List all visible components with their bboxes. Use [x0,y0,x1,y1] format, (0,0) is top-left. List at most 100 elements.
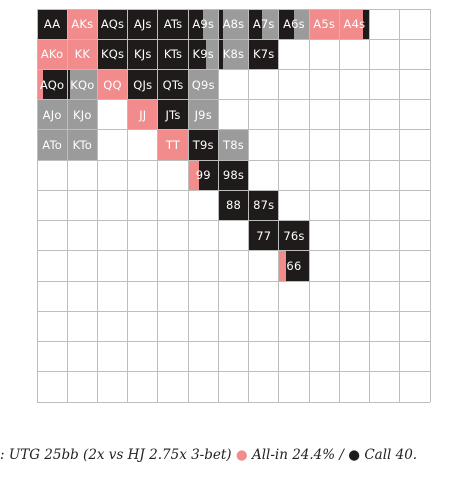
cell-call-fill [97,39,128,70]
cell-fold-fill [222,39,249,70]
range-cell-A6s: A6s [278,9,310,40]
range-cell-KJs: KJs [127,39,158,70]
grid-line-vertical [96,9,98,402]
cell-allin-fill [67,9,98,40]
allin-legend-label: All-in 24.4% [251,447,336,463]
range-cell-JTs: JTs [157,99,189,130]
grid-line-vertical [369,9,371,402]
cell-call-fill [218,190,249,221]
cell-call-fill [188,39,207,70]
cell-label: KK [74,47,91,62]
range-cell-66: 66 [278,250,310,282]
range-cell-T9s: T9s [188,129,219,161]
call-legend-dot-icon: ● [348,447,361,463]
cell-call-fill [37,9,68,40]
grid-line-vertical [429,9,431,402]
grid-line-horizontal [37,159,430,161]
cell-label: QQ [103,77,122,92]
cell-call-fill [218,9,223,40]
grid-line-vertical [248,9,250,402]
cell-call-fill [218,39,223,70]
grid-line-vertical [36,9,38,402]
cell-label: AJo [42,107,62,122]
cell-label: K8s [222,47,245,62]
range-cell-T8s: T8s [218,129,249,161]
cell-fold-fill [188,69,219,100]
cell-label: AQo [39,77,65,92]
cell-label: KTo [72,138,92,153]
range-cell-AKo: AKo [37,39,68,70]
range-cell-AA: AA [37,9,68,40]
caption-prefix: : UTG 25bb (2x vs HJ 2.75x 3-bet) [0,447,236,463]
cell-label: 66 [286,258,302,273]
cell-allin-fill [157,129,189,161]
cell-label: K7s [252,47,275,62]
cell-fold-fill [218,129,249,161]
cell-label: KJs [134,47,152,62]
range-cell-KK: KK [67,39,98,70]
cell-label: 88 [225,198,241,213]
cell-label: ATo [42,138,62,153]
cell-call-fill [278,9,294,40]
range-cell-AJs: AJs [127,9,158,40]
cell-call-fill [127,9,158,40]
cell-allin-fill [127,99,158,130]
cell-call-fill [43,69,68,100]
cell-call-fill [127,39,158,70]
caption-separator: / [335,447,349,463]
chart-caption: : UTG 25bb (2x vs HJ 2.75x 3-bet) ● All-… [0,447,454,463]
cell-label: 77 [256,228,272,243]
range-cell-AQo: AQo [37,69,68,100]
cell-allin-fill [67,39,98,70]
grid-line-horizontal [37,401,430,403]
range-cell-AJo: AJo [37,99,68,130]
range-cell-TT: TT [157,129,189,161]
cell-call-fill [363,9,370,40]
cell-label: A5s [313,17,336,32]
cell-fold-fill [67,129,98,161]
grid-line-vertical [399,9,401,402]
cell-label: QJs [133,77,153,92]
cell-fold-fill [262,9,279,40]
cell-label: ATs [163,17,183,32]
cell-label: T8s [223,138,244,153]
cell-fold-fill [37,129,68,161]
range-cell-88: 88 [218,190,249,221]
grid-line-vertical [66,9,68,402]
cell-call-fill [218,160,249,191]
grid-line-vertical [157,9,159,402]
cell-call-fill [157,69,189,100]
range-cell-K8s: K8s [218,39,249,70]
grid-line-horizontal [37,310,430,312]
range-cell-KQo: KQo [67,69,98,100]
cell-call-fill [248,190,279,221]
cell-label: 87s [253,198,275,213]
cell-label: A7s [252,17,275,32]
range-cell-AKs: AKs [67,9,98,40]
cell-call-fill [67,69,71,100]
allin-legend-dot-icon: ● [235,447,248,463]
cell-label: AA [43,17,61,32]
range-cell-QTs: QTs [157,69,189,100]
cell-label: AQs [100,17,125,32]
grid-line-vertical [338,9,340,402]
range-cell-A9s: A9s [188,9,219,40]
range-cell-Q9s: Q9s [188,69,219,100]
cell-call-fill [157,9,189,40]
cell-call-fill [278,220,310,251]
grid-line-horizontal [37,371,430,373]
cell-call-fill [248,39,279,70]
range-cell-99: 99 [188,160,219,191]
cell-label: JJ [139,107,147,122]
grid-line-horizontal [37,8,430,10]
cell-call-fill [248,220,279,251]
cell-allin-fill [97,69,128,100]
cell-label: J9s [194,107,212,122]
cell-call-fill [97,9,128,40]
grid-line-horizontal [37,341,430,343]
range-cell-AQs: AQs [97,9,128,40]
cell-fold-fill [70,69,98,100]
cell-fold-fill [37,99,68,130]
grid-line-horizontal [37,129,430,131]
range-cell-76s: 76s [278,220,310,251]
